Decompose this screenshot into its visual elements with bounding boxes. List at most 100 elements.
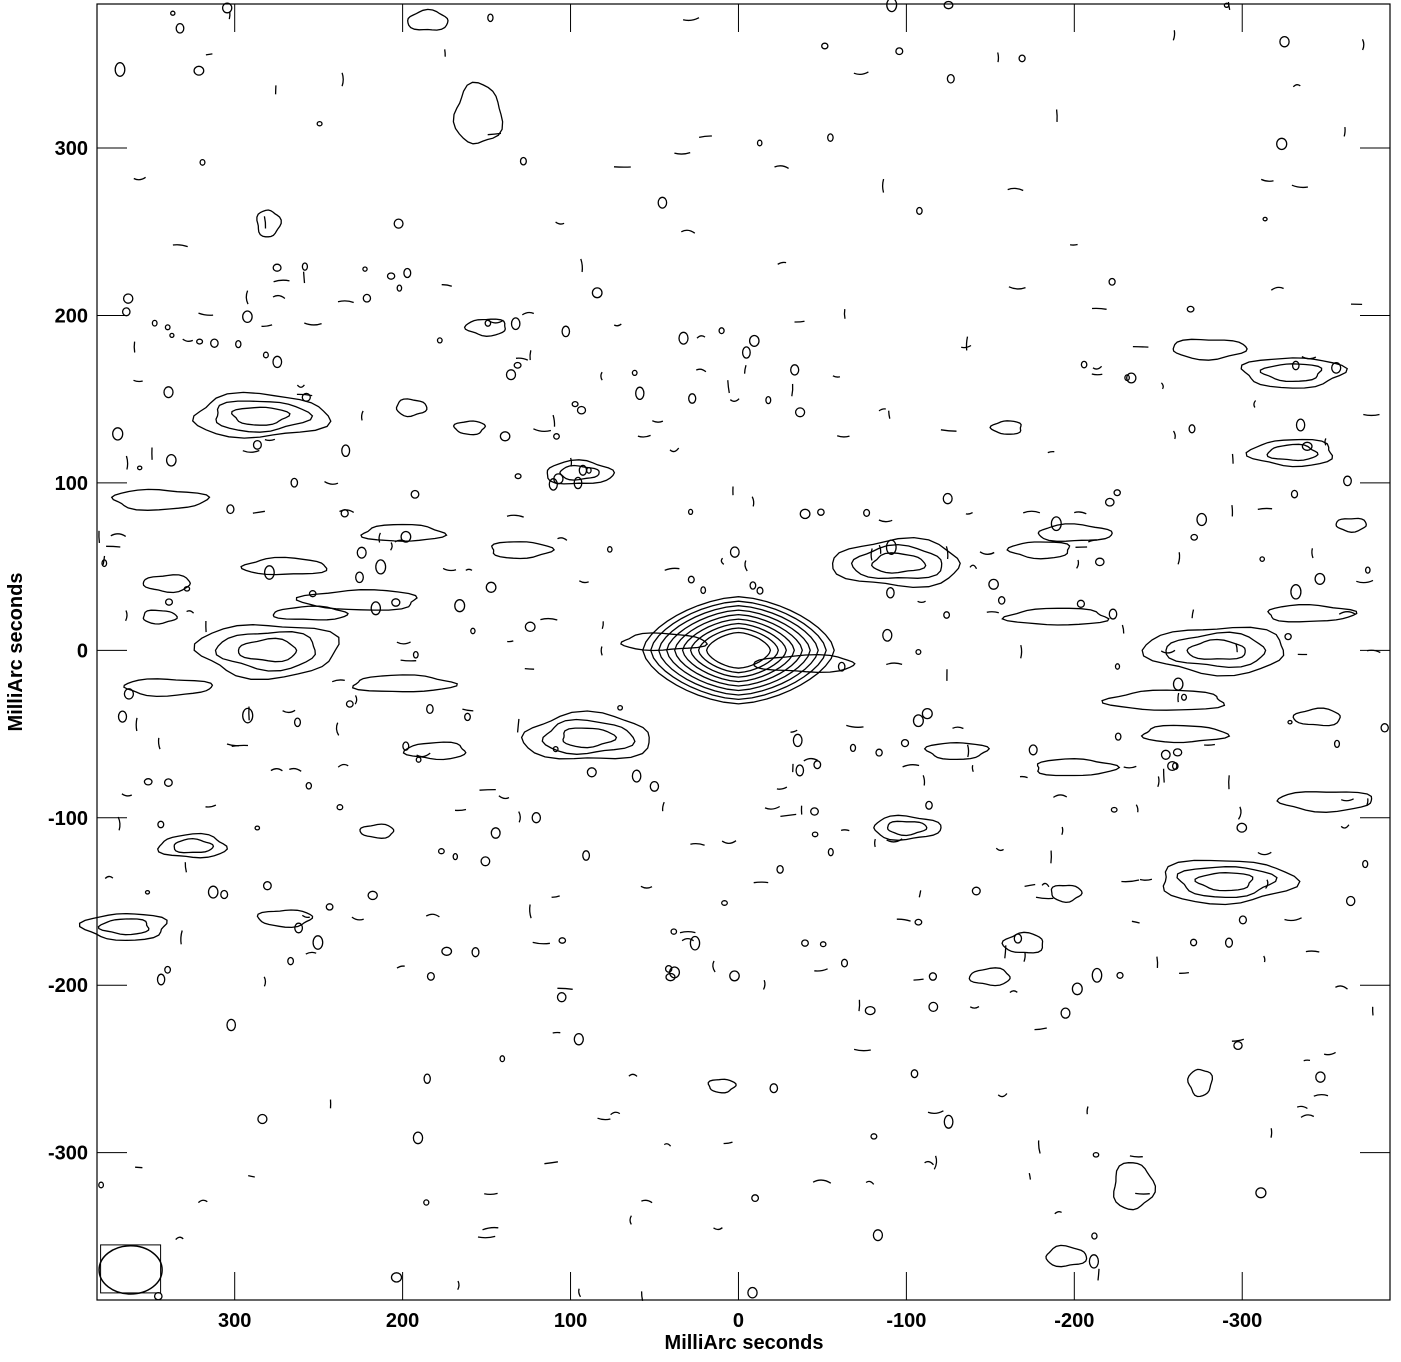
noise-arc: [1301, 1115, 1314, 1118]
noise-arc: [355, 695, 356, 704]
noise-contour: [291, 478, 297, 487]
noise-arc: [232, 745, 248, 746]
noise-contour: [115, 63, 125, 77]
noise-contour: [821, 942, 826, 947]
noise-arc: [1306, 951, 1319, 952]
noise-arc: [814, 969, 827, 971]
noise-contour: [902, 740, 909, 747]
noise-contour: [152, 320, 157, 326]
component-contour: [404, 742, 466, 759]
noise-contour: [525, 622, 535, 631]
noise-arc: [879, 545, 880, 554]
noise-arc: [724, 1142, 733, 1143]
noise-contour: [583, 851, 590, 860]
noise-arc: [652, 421, 663, 423]
noise-arc: [1339, 612, 1355, 615]
noise-contour: [554, 434, 560, 439]
noise-arc: [866, 1181, 874, 1184]
noise-contour: [608, 547, 612, 552]
noise-arc: [159, 738, 160, 749]
noise-arc: [903, 765, 920, 767]
noise-arc: [136, 718, 137, 731]
noise-contour: [690, 937, 699, 950]
noise-arc: [674, 153, 690, 154]
noise-contour: [1109, 279, 1115, 286]
y-tick-label: -200: [48, 975, 88, 997]
noise-arc: [1092, 374, 1103, 375]
noise-contour: [500, 1056, 504, 1062]
noise-contour: [167, 455, 176, 466]
noise-contour: [165, 779, 173, 786]
noise-arc: [271, 769, 283, 771]
central-source-contour: [707, 633, 771, 669]
noise-arc: [126, 456, 127, 470]
noise-contour: [363, 294, 370, 302]
component-contour: [124, 679, 212, 697]
noise-contour: [1116, 664, 1120, 669]
noise-arc: [297, 385, 304, 387]
noise-arc: [187, 611, 194, 613]
noise-contour: [972, 887, 980, 895]
noise-contour: [171, 11, 175, 15]
noise-arc: [185, 862, 186, 872]
noise-contour: [793, 734, 802, 746]
noise-arc: [925, 1162, 934, 1165]
noise-contour: [632, 770, 640, 782]
noise-contour: [1239, 916, 1246, 924]
noise-contour: [416, 757, 421, 762]
component-contour: [1046, 1245, 1087, 1266]
noise-contour: [273, 356, 282, 367]
noise-arc: [1057, 110, 1058, 122]
noise-arc: [530, 905, 531, 919]
noise-contour: [392, 1273, 402, 1282]
component-contour: [143, 610, 177, 624]
noise-arc: [791, 730, 798, 732]
component-contour: [454, 421, 486, 435]
component-contour: [522, 711, 650, 759]
component-contour: [158, 834, 228, 858]
noise-arc: [1130, 1156, 1143, 1157]
noise-contour: [1127, 373, 1136, 383]
component-contour: [257, 910, 312, 927]
noise-contour: [488, 14, 493, 21]
noise-arc: [533, 942, 550, 943]
noise-contour: [368, 891, 377, 899]
noise-contour: [1291, 585, 1301, 599]
noise-arc: [507, 641, 513, 642]
noise-contour: [777, 866, 783, 874]
noise-contour: [671, 929, 676, 934]
noise-arc: [556, 222, 565, 224]
noise-contour: [123, 308, 130, 316]
noise-arc: [443, 568, 456, 570]
noise-arc: [442, 285, 452, 287]
noise-contour: [413, 1132, 422, 1144]
noise-arc: [1074, 512, 1086, 514]
noise-arc: [1324, 1052, 1336, 1054]
noise-contour: [428, 973, 435, 981]
noise-arc: [579, 581, 588, 583]
noise-contour: [770, 1084, 777, 1093]
noise-contour: [453, 854, 457, 860]
y-tick-label: -100: [48, 808, 88, 830]
noise-arc: [1136, 805, 1138, 813]
noise-contour: [472, 948, 479, 957]
noise-arc: [352, 917, 364, 920]
noise-arc: [571, 458, 572, 467]
noise-arc: [134, 380, 143, 381]
noise-contour: [1182, 694, 1187, 700]
noise-contour: [1335, 740, 1340, 747]
noise-arc: [1179, 973, 1189, 974]
noise-arc: [854, 1049, 871, 1050]
noise-contour: [326, 904, 333, 910]
noise-contour: [295, 923, 303, 933]
noise-arc: [629, 1074, 637, 1076]
noise-arc: [697, 336, 705, 338]
noise-arc: [198, 1200, 207, 1202]
noise-arc: [598, 1118, 611, 1119]
noise-arc: [1008, 188, 1024, 190]
noise-contour: [1260, 557, 1264, 561]
noise-contour: [1187, 306, 1194, 312]
noise-arc: [1140, 879, 1152, 880]
noise-arc: [1133, 347, 1149, 348]
